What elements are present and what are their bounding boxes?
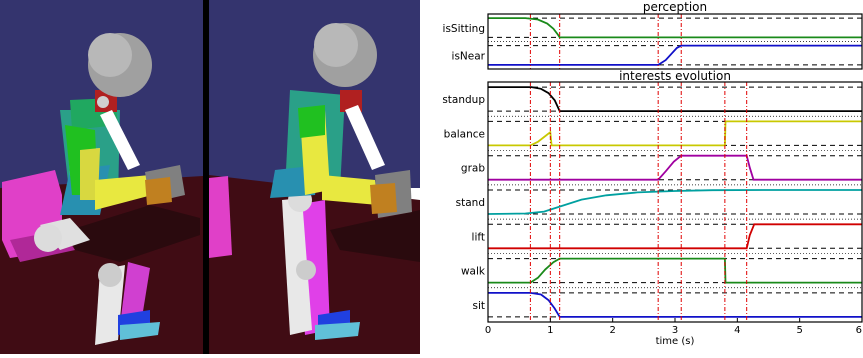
x-tick-label: 3 bbox=[672, 325, 678, 336]
robot-arm-2 bbox=[322, 175, 378, 205]
x-tick-label: 4 bbox=[734, 325, 740, 336]
scene-standing bbox=[209, 0, 420, 354]
table bbox=[70, 205, 200, 262]
x-tick-label: 6 bbox=[856, 325, 862, 336]
series-line-isSitting bbox=[488, 17, 862, 39]
timeline-charts: perception isSitting isNear interests evolu… bbox=[442, 0, 863, 347]
chart-title: perception bbox=[643, 0, 707, 14]
divider bbox=[203, 0, 209, 354]
series-label-isNear: isNear bbox=[452, 50, 486, 62]
series-line-walk bbox=[488, 257, 862, 284]
series-label-balance: balance bbox=[444, 128, 485, 140]
series-label-stand: stand bbox=[456, 197, 485, 209]
series-label-lift: lift bbox=[472, 231, 485, 243]
series-label-sit: sit bbox=[472, 300, 485, 312]
robot-arm bbox=[95, 175, 152, 210]
series-line-balance bbox=[488, 120, 862, 147]
series-line-lift bbox=[488, 223, 862, 250]
chart-title: interests evolution bbox=[619, 69, 731, 83]
simulation-illustration bbox=[0, 0, 420, 354]
scene-sitting bbox=[0, 0, 203, 354]
series-line-isNear bbox=[488, 44, 862, 66]
series-line-grab bbox=[488, 154, 862, 181]
series-line-stand bbox=[487, 189, 862, 215]
series-label-walk: walk bbox=[461, 266, 486, 278]
series-label-standup: standup bbox=[442, 94, 485, 106]
plot-panel: perception isSitting isNear interests evolu… bbox=[420, 0, 863, 354]
simulation-snapshots bbox=[0, 0, 420, 354]
robot-leg bbox=[95, 265, 125, 345]
series-label-isSitting: isSitting bbox=[443, 23, 485, 35]
plot-frame bbox=[487, 13, 863, 70]
x-axis-label: time (s) bbox=[656, 336, 695, 347]
series-line-standup bbox=[488, 86, 862, 112]
x-tick-label: 1 bbox=[547, 325, 553, 336]
x-tick-label: 2 bbox=[609, 325, 615, 336]
x-tick-label: 0 bbox=[485, 325, 491, 336]
plot-frame bbox=[487, 81, 863, 323]
series-label-grab: grab bbox=[461, 163, 485, 175]
x-tick-label: 5 bbox=[796, 325, 802, 336]
series-line-sit bbox=[488, 291, 862, 318]
